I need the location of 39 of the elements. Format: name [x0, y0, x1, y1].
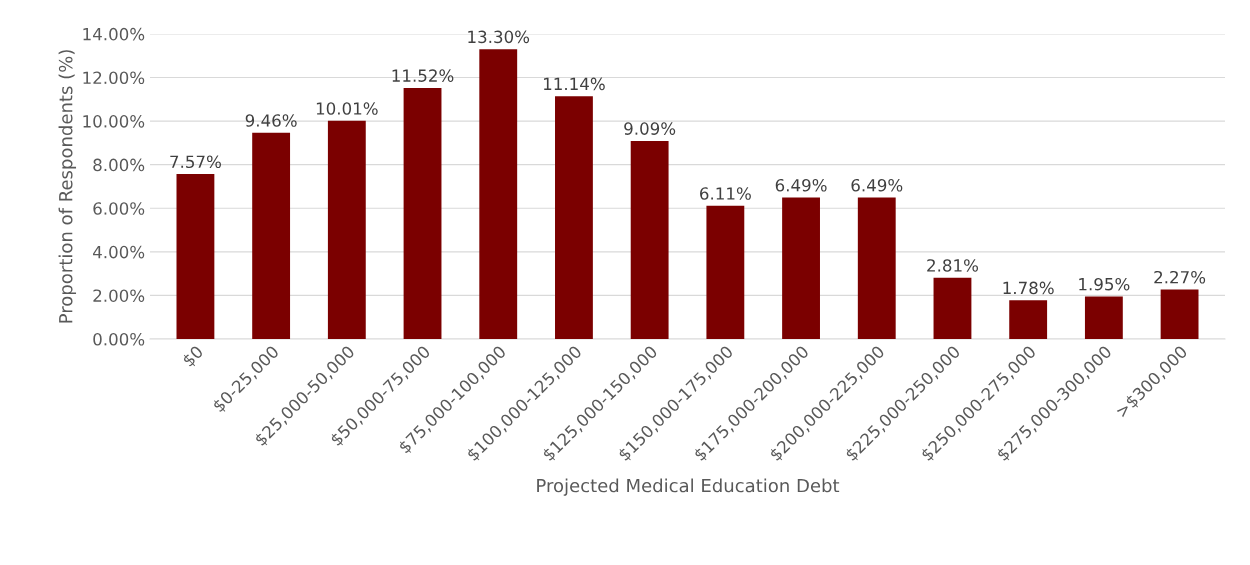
- data-label: 6.49%: [851, 178, 903, 192]
- data-label: 6.49%: [775, 178, 827, 192]
- bar: [1160, 289, 1199, 339]
- y-axis-title: Proportion of Respondents (%): [58, 50, 77, 323]
- bar: [555, 96, 593, 339]
- data-label: 13.30%: [468, 30, 530, 44]
- x-axis-title: Projected Medical Education Debt: [537, 478, 840, 496]
- y-tick-label: 8.00%: [93, 158, 145, 172]
- bar: [933, 277, 972, 339]
- bar: [327, 120, 366, 339]
- bar: [706, 205, 745, 339]
- bar: [403, 87, 442, 339]
- bar: [857, 197, 896, 339]
- bar: [176, 174, 215, 339]
- bar: [479, 49, 518, 339]
- bar: [782, 197, 820, 339]
- y-tick-label: 14.00%: [83, 27, 145, 41]
- y-tick-label: 10.00%: [83, 115, 145, 128]
- data-label: 2.81%: [927, 259, 979, 272]
- data-label: 9.09%: [624, 122, 676, 135]
- data-label: 9.46%: [245, 114, 297, 127]
- data-label: 10.01%: [316, 102, 378, 115]
- data-label: 11.52%: [392, 69, 454, 82]
- data-label: 2.27%: [1154, 270, 1206, 284]
- data-label: 11.14%: [544, 77, 605, 91]
- y-tick-label: 12.00%: [83, 71, 145, 85]
- data-label: 7.57%: [170, 155, 221, 169]
- data-label: 6.11%: [700, 187, 751, 200]
- y-tick-label: 2.00%: [93, 289, 145, 302]
- y-tick-label: 4.00%: [93, 245, 145, 259]
- bar: [1009, 300, 1048, 339]
- y-tick-label: 0.00%: [93, 332, 145, 346]
- y-tick-label: 6.00%: [93, 202, 145, 215]
- bar: [630, 140, 669, 339]
- bar: [1084, 296, 1123, 339]
- data-label: 1.95%: [1079, 277, 1130, 291]
- data-label: 1.78%: [1003, 281, 1054, 295]
- bar: [252, 132, 291, 339]
- x-tick-label: $0: [181, 344, 206, 369]
